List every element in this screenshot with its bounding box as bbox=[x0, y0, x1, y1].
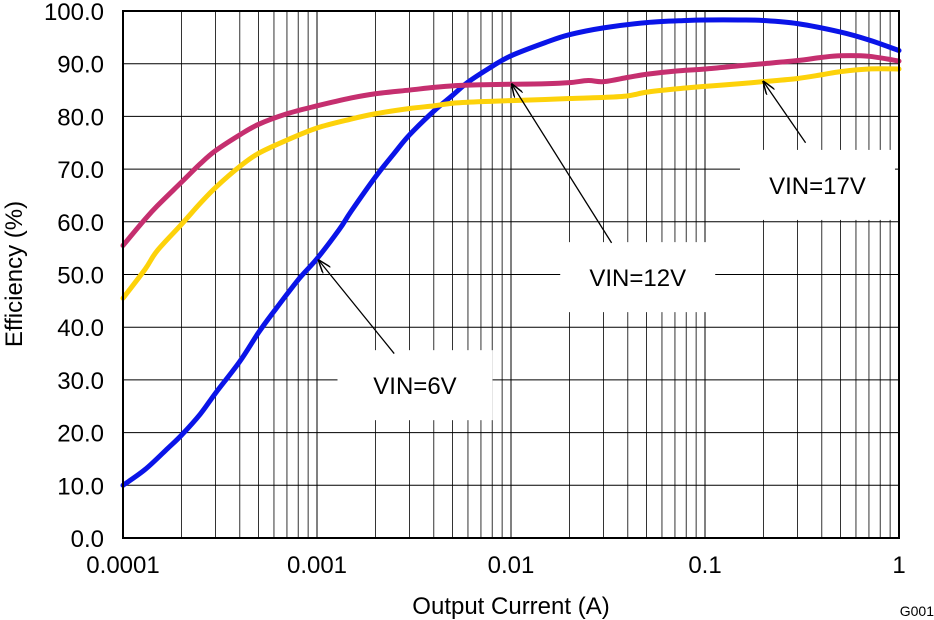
x-tick-label: 0.0001 bbox=[86, 552, 159, 579]
x-tick-label: 0.1 bbox=[688, 552, 721, 579]
y-tick-label: 60.0 bbox=[57, 210, 104, 237]
annotation-label-vin-12v: VIN=12V bbox=[589, 265, 686, 292]
y-tick-label: 20.0 bbox=[57, 421, 104, 448]
series-line-vin-6v bbox=[120, 17, 902, 488]
plot-border bbox=[122, 10, 900, 539]
tick-labels: 0.0001 0.001 0.01 0.1 10.010.020.030.040.050… bbox=[44, 0, 906, 579]
y-tick-label: 90.0 bbox=[57, 52, 104, 79]
annotation-arrow-vin-6v bbox=[319, 260, 395, 354]
grid bbox=[122, 10, 900, 539]
y-tick-label: 40.0 bbox=[57, 315, 104, 342]
annotation-box-vin-17v bbox=[739, 149, 895, 220]
y-tick-label: 70.0 bbox=[57, 157, 104, 184]
y-tick-label: 50.0 bbox=[57, 263, 104, 290]
annotation-box-vin-6v bbox=[337, 350, 493, 421]
y-tick-label: 30.0 bbox=[57, 368, 104, 395]
x-tick-label: 0.01 bbox=[488, 552, 535, 579]
y-tick-label: 0.0 bbox=[71, 526, 104, 553]
x-tick-label: 1 bbox=[892, 552, 905, 579]
annotation-arrow-vin-17v bbox=[763, 82, 807, 144]
series-line-vin-12v bbox=[120, 53, 902, 249]
annotation-label-vin-6v: VIN=6V bbox=[373, 373, 456, 400]
y-axis-label: Efficiency (%) bbox=[1, 201, 28, 347]
x-axis-label: Output Current (A) bbox=[412, 593, 609, 620]
figure-id: G001 bbox=[900, 603, 934, 619]
annotation-label-vin-17v: VIN=17V bbox=[769, 173, 866, 200]
y-tick-label: 10.0 bbox=[57, 473, 104, 500]
y-tick-label: 80.0 bbox=[57, 104, 104, 131]
x-tick-label: 0.001 bbox=[287, 552, 347, 579]
annotation-arrow-vin-12v bbox=[512, 84, 613, 244]
plot-frame bbox=[122, 10, 900, 539]
y-tick-label: 100.0 bbox=[44, 0, 104, 26]
annotations: VIN=6V VIN=12V VIN=17V bbox=[319, 82, 895, 421]
annotation-box-vin-12v bbox=[560, 242, 716, 313]
